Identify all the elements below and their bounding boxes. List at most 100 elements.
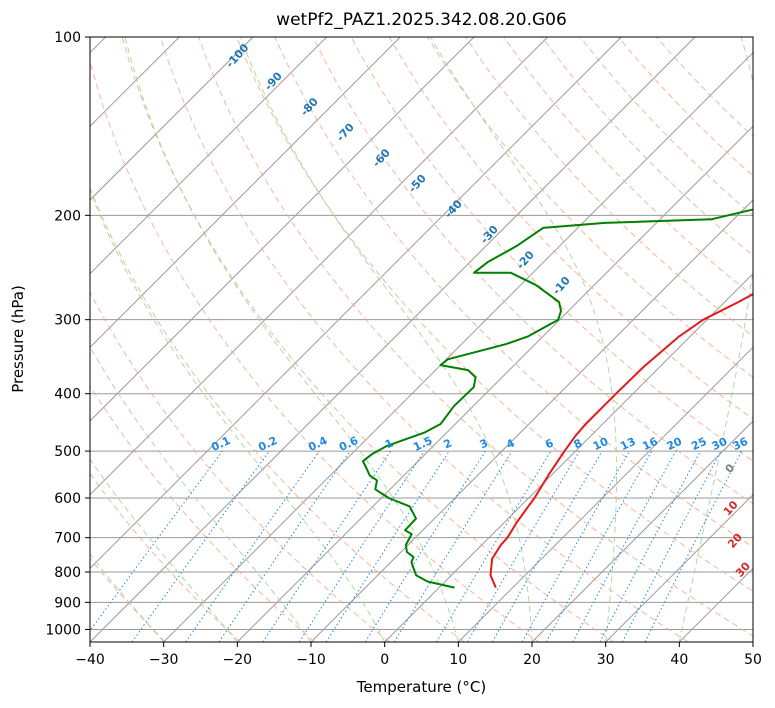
dry-adiabat-line: [90, 640, 91, 642]
dewpoint-profile: [361, 208, 753, 589]
mixing-ratio-line: [90, 450, 223, 632]
isotherm-line: [678, 567, 753, 642]
y-tick-label: 500: [54, 444, 81, 460]
mixing-ratio-label: 10: [591, 435, 611, 453]
y-tick-label: 800: [54, 565, 81, 581]
mixing-ratio-line: [364, 450, 486, 642]
mixing-ratio-line: [185, 450, 320, 642]
dry-adiabat-line: [90, 472, 241, 642]
moist-adiabat-label: -90: [262, 69, 285, 93]
moist-adiabat-label: -70: [334, 120, 357, 144]
y-tick-label: 1000: [45, 622, 81, 638]
isotherm-line: [163, 51, 753, 642]
moist-adiabat-line: [90, 458, 238, 642]
moist-adiabat-label: 20: [725, 530, 745, 550]
isotherm-line: [457, 346, 753, 642]
curve-labels: 0.1 0.2 0.4 0.6 1 1.5 2 3 4 6 8 10 13 16 20 25 30 36-100-…: [209, 41, 753, 580]
axis-ticks: −40 −30 −20 −10 0 10 20 30 40 50 100 200 300 400 500 60…: [45, 30, 762, 668]
y-tick-label: 900: [54, 595, 81, 611]
isotherm-line: [90, 37, 401, 349]
dry-adiabat-line: [159, 37, 689, 642]
x-tick-label: −20: [223, 652, 253, 668]
mixing-ratio-line: [131, 450, 270, 642]
dry-adiabat-line: [503, 37, 753, 297]
y-tick-label: 100: [54, 30, 81, 46]
x-tick-label: 40: [670, 652, 688, 668]
mixing-ratio-label: 25: [689, 435, 708, 453]
dry-adiabat-line: [541, 37, 753, 257]
dry-adiabat-line: [90, 59, 540, 642]
isotherm-line: [90, 37, 549, 496]
isotherm-line: [90, 37, 696, 642]
x-tick-label: 10: [449, 652, 467, 668]
x-tick-label: 50: [744, 652, 762, 668]
dry-adiabat-line: [312, 37, 753, 505]
dry-adiabat-line: [121, 37, 614, 642]
mixing-ratio-line: [572, 450, 677, 642]
mixing-ratio-line: [545, 450, 653, 642]
x-tick-label: −30: [149, 652, 179, 668]
dry-adiabat-line: [0, 37, 16, 642]
temperature-profile: [489, 293, 753, 588]
isotherm-line: [90, 37, 328, 275]
x-tick-label: 20: [523, 652, 541, 668]
moist-adiabat-label: -10: [550, 274, 573, 298]
isotherm-line: [384, 272, 753, 642]
mixing-ratio-line: [644, 450, 743, 642]
x-tick-label: 0: [380, 652, 389, 668]
dry-adiabat-line: [90, 291, 390, 642]
mixing-ratio-line: [621, 450, 722, 642]
isotherm-line: [90, 37, 254, 201]
dry-adiabat-line: [426, 37, 753, 378]
mixing-ratio-label: 30: [710, 435, 730, 453]
background-grid: [0, 37, 753, 642]
y-tick-label: 600: [54, 491, 81, 507]
x-tick-label: −40: [75, 652, 105, 668]
dry-adiabat-line: [90, 384, 316, 642]
moist-adiabat-label: -20: [514, 248, 537, 272]
isotherm-line: [310, 199, 753, 642]
mixing-ratio-label: 2: [442, 436, 454, 451]
isotherm-line: [752, 641, 753, 642]
dry-adiabat-line: [465, 37, 753, 338]
moist-adiabat-line: [124, 37, 459, 642]
plot-frame: [89, 36, 754, 643]
mixing-ratio-line: [298, 450, 425, 642]
y-tick-label: 700: [54, 531, 81, 547]
moist-adiabat-line: [90, 189, 386, 642]
y-tick-label: 400: [54, 387, 81, 403]
mixing-ratio-line: [521, 450, 630, 642]
x-tick-label: −10: [296, 652, 326, 668]
isotherm-line: [90, 37, 622, 570]
dry-adiabat-line: [388, 37, 753, 420]
mixing-ratio-label: 36: [731, 435, 751, 453]
x-axis-label: Temperature (°C): [356, 678, 487, 696]
mixing-ratio-label: 13: [618, 435, 637, 453]
isotherm-line: [90, 37, 475, 422]
moist-adiabat-line: [430, 37, 617, 642]
mixing-ratio-line: [393, 450, 513, 642]
x-tick-label: 30: [597, 652, 615, 668]
dry-adiabat-line: [90, 557, 166, 642]
profiles: [361, 208, 753, 589]
mixing-ratio-line: [435, 450, 552, 642]
mixing-ratio-line: [599, 450, 701, 642]
moist-adiabat-label: 30: [733, 559, 753, 579]
dry-adiabat-line: [350, 37, 753, 462]
moist-adiabat-label: 10: [721, 498, 741, 518]
moist-adiabat-line: [239, 37, 533, 642]
isotherm-line: [531, 420, 753, 642]
dry-adiabat-line: [274, 37, 753, 548]
isotherm-line: [605, 493, 753, 642]
mixing-ratio-label: 6: [543, 436, 556, 451]
moist-adiabat-line: [678, 37, 753, 642]
isotherm-line: [236, 125, 753, 642]
moist-adiabat-label: -80: [298, 95, 321, 119]
chart-title: wetPf2_PAZ1.2025.342.08.20.G06: [276, 10, 567, 30]
mixing-ratio-line: [262, 450, 392, 642]
dry-adiabat-line: [90, 186, 465, 642]
y-tick-label: 300: [54, 313, 81, 329]
mixing-ratio-label: 20: [665, 435, 685, 453]
mixing-ratio-label: 16: [640, 435, 660, 453]
mixing-ratio-line: [218, 450, 351, 642]
